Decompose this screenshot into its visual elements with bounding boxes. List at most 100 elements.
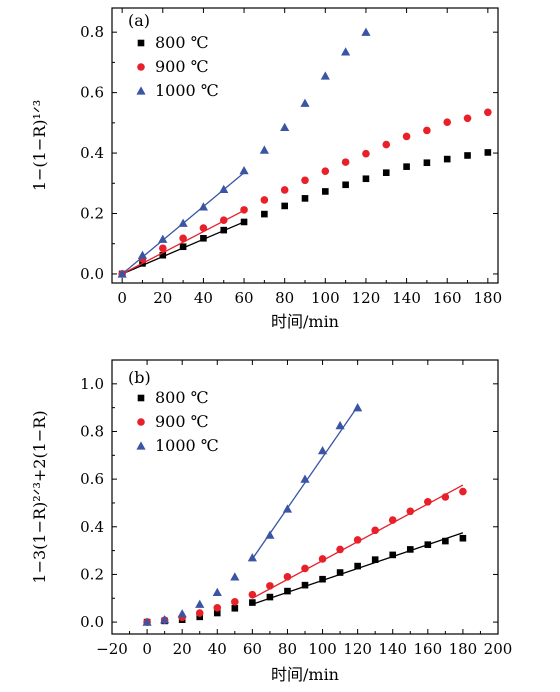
- c0-series-1-point: [301, 176, 309, 185]
- c0-series-1-point: [179, 234, 187, 243]
- c1-series-1-point: [406, 507, 415, 516]
- c0-series-1-point: [484, 108, 492, 117]
- c0-x-tick-label: 100: [311, 289, 340, 307]
- c1-legend-label-2: 1000 ℃: [155, 436, 219, 455]
- c1-series-2-point: [177, 609, 187, 618]
- c1-x-tick-label: 20: [173, 640, 192, 658]
- c0-x-tick-label: 0: [117, 289, 127, 307]
- c0-series-0-point: [220, 226, 228, 234]
- c0-y-axis-label: 1−(1−R)¹ᐟ³: [30, 100, 49, 191]
- c0-series-1-point: [158, 244, 167, 253]
- c0-series-2-point: [219, 184, 229, 193]
- c1-legend-marker-2: [136, 441, 146, 450]
- c1-series-2-point: [142, 617, 152, 626]
- c0-series-2-point: [300, 98, 310, 107]
- c1-series-2-point: [212, 587, 222, 596]
- c1-series-2-point: [160, 615, 170, 624]
- c1-y-tick-label: 0.2: [80, 565, 104, 583]
- c0-x-tick-label: 80: [275, 289, 294, 307]
- c1-x-tick-label: 60: [243, 640, 262, 658]
- c0-x-tick-label: 60: [235, 289, 254, 307]
- c0-series-1-point: [321, 167, 330, 175]
- c1-series-0-point: [284, 587, 291, 595]
- panel-b: −20 0 20 40 60 80 100 120 140 160 180 200 0.0 0.2 0.4 0…: [30, 359, 513, 684]
- c1-series-1-point: [441, 493, 450, 501]
- c1-series-0-point: [406, 546, 414, 553]
- c0-series-1-point: [423, 126, 431, 135]
- c1-x-tick-label: 200: [484, 640, 513, 658]
- c1-series-0-point: [389, 551, 397, 559]
- c0-series-1-point: [382, 140, 391, 149]
- c1-series-2-point: [247, 553, 257, 562]
- c0-series-1-point: [463, 114, 472, 123]
- c0-series-0-point: [261, 210, 268, 218]
- c1-x-tick-label: 80: [278, 640, 297, 658]
- c1-series-2-point: [335, 420, 345, 430]
- c0-series-2-point: [137, 250, 148, 259]
- c1-series-1-point: [353, 536, 362, 544]
- c0-x-tick-label: 40: [194, 289, 213, 307]
- c1-y-tick-label: 0.4: [80, 518, 104, 536]
- c1-series-0-point: [196, 613, 204, 621]
- c0-series-1-point: [199, 224, 208, 232]
- c0-y-tick-label: 0.0: [80, 265, 104, 283]
- c1-series-0-point: [371, 556, 379, 563]
- c0-legend-marker-1: [137, 63, 145, 71]
- c1-series-2: [142, 403, 363, 626]
- c0-series-0-point: [240, 218, 248, 226]
- c1-series-2-point: [353, 403, 363, 412]
- c0-series-2-point: [361, 27, 371, 36]
- c1-series-2-point: [230, 572, 240, 581]
- c1-series-0-point: [442, 537, 449, 545]
- c0-x-tick-label: 180: [474, 289, 503, 307]
- c1-series-1: [143, 484, 467, 626]
- panel-a: 0 20 40 60 80 100 120 140 160 180 0.0 0.2 0.4 0.6 0.8 时…: [30, 7, 503, 331]
- c1-series-2-point: [317, 445, 328, 455]
- c0-series-0: [118, 149, 492, 278]
- c0-series-1-point: [443, 118, 452, 127]
- c1-series-1-point: [283, 573, 292, 581]
- c1-series-0-point: [354, 562, 361, 570]
- c1-series-1-point: [459, 487, 467, 496]
- c1-series-2-point: [282, 504, 293, 513]
- c1-series-2-point: [195, 599, 205, 608]
- c0-series-0-point: [423, 159, 431, 167]
- c1-series-0-point: [336, 569, 344, 576]
- c0-series-1-point: [260, 196, 269, 204]
- c0-y-tick-label: 0.2: [80, 204, 104, 222]
- c1-y-axis-label: 1−3(1−R)²ᐟ³+2(1−R): [30, 410, 49, 583]
- c0-series-2-point: [280, 122, 290, 132]
- c1-series-0-point: [231, 604, 239, 612]
- c1-y-tick-label: 0.6: [80, 470, 104, 488]
- c1-y-tick-label: 0.8: [80, 422, 104, 440]
- c0-y-tick-label: 0.6: [80, 84, 104, 102]
- c0-x-tick-label: 20: [153, 289, 172, 307]
- c1-x-tick-label: 40: [208, 640, 227, 658]
- c1-series-1-point: [388, 516, 397, 524]
- c1-series-1-point: [301, 564, 309, 573]
- c1-legend-label-1: 900 ℃: [155, 412, 209, 431]
- c0-series-0-point: [484, 149, 492, 156]
- c0-series-0-point: [281, 202, 288, 210]
- c0-series-1-point: [240, 206, 248, 214]
- c1-series-1-point: [195, 609, 204, 617]
- c0-series-2-point: [320, 71, 330, 80]
- c1-series-0-point: [249, 599, 256, 606]
- c0-series-2-point: [341, 47, 351, 56]
- c1-legend-marker-0: [137, 394, 145, 402]
- c0-series-2: [117, 27, 371, 278]
- c0-legend-label-2: 1000 ℃: [155, 81, 219, 100]
- c1-legend-marker-1: [137, 418, 145, 426]
- c1-legend-label-0: 800 ℃: [155, 388, 209, 407]
- c0-series-0-point: [301, 195, 309, 202]
- c0-series-2-point: [259, 145, 269, 154]
- c1-panel-label: (b): [128, 368, 151, 387]
- c1-series-1-point: [318, 555, 327, 563]
- c1-x-tick-label: 160: [413, 640, 442, 658]
- c0-series-1-point: [341, 158, 350, 166]
- c1-x-axis-label: 时间/min: [271, 665, 339, 684]
- c0-series-1-point: [219, 216, 228, 224]
- c0-series-1-point: [362, 149, 370, 158]
- c1-series-1-point: [248, 590, 257, 599]
- c1-x-tick-label: 180: [449, 640, 478, 658]
